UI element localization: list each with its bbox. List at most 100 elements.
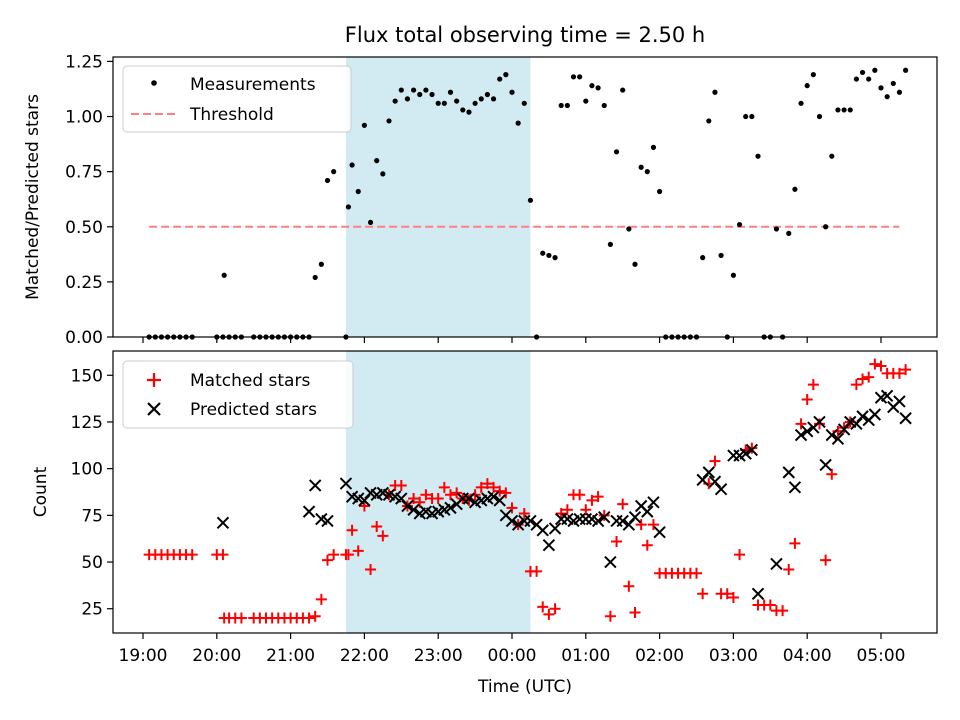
- y-tick-label: 150: [71, 366, 103, 386]
- measurement-point: [398, 87, 404, 93]
- predicted-star-point: [321, 514, 334, 528]
- predicted-star-point: [511, 518, 525, 531]
- measurement-point: [626, 226, 632, 232]
- measurement-point: [712, 89, 718, 95]
- matched-star-point: [641, 539, 653, 551]
- matched-star-point: [629, 606, 641, 618]
- matched-star-point: [592, 491, 604, 503]
- matched-star-point: [488, 481, 500, 493]
- predicted-star-point: [880, 389, 894, 403]
- matched-star-point: [531, 565, 543, 577]
- matched-star-point: [342, 549, 354, 561]
- predicted-star-point: [493, 494, 506, 507]
- legend-matched-marker: [147, 373, 161, 387]
- y-tick-label: 0.50: [65, 218, 103, 238]
- predicted-star-point: [616, 514, 629, 528]
- predicted-star-point: [339, 477, 353, 490]
- bottom-matched-layer: [143, 358, 912, 624]
- predicted-star-point: [524, 514, 537, 528]
- matched-star-point: [322, 554, 333, 566]
- x-tick-label: 21:00: [266, 646, 315, 666]
- measurement-point: [700, 255, 706, 261]
- measurement-point: [484, 91, 490, 98]
- x-tick-label: 00:00: [488, 646, 537, 666]
- measurement-point: [749, 113, 755, 120]
- measurement-point: [404, 96, 411, 102]
- measurement-point: [558, 102, 564, 109]
- measurement-point: [804, 83, 810, 89]
- matched-star-point: [451, 487, 463, 499]
- predicted-star-point: [302, 505, 316, 518]
- matched-star-point: [518, 507, 530, 519]
- measurement-point: [552, 255, 558, 261]
- measurement-point: [472, 100, 478, 106]
- matched-star-point: [709, 455, 721, 467]
- matched-star-point: [777, 605, 789, 617]
- predicted-star-point: [308, 479, 322, 492]
- legend-measurements-label: Measurements: [190, 75, 316, 95]
- matched-star-point: [371, 521, 383, 533]
- legend-measurements-marker: [151, 80, 157, 86]
- measurement-point: [792, 186, 798, 192]
- x-tick-label: 04:00: [783, 646, 832, 666]
- y-tick-label: 0.75: [65, 163, 103, 183]
- measurement-point: [515, 120, 521, 126]
- bottom-legend-box: [122, 360, 354, 429]
- predicted-star-point: [604, 555, 617, 569]
- matched-star-point: [764, 599, 776, 611]
- predicted-star-point: [782, 466, 795, 479]
- matched-star-point: [315, 593, 327, 605]
- matched-star-point: [875, 360, 887, 372]
- predicted-star-point: [536, 524, 549, 537]
- matched-star-point: [303, 612, 315, 624]
- matched-star-point: [850, 379, 862, 391]
- top-plot-frame: [112, 56, 938, 338]
- matched-star-point: [445, 489, 456, 501]
- matched-star-point: [500, 487, 512, 499]
- measurement-point: [221, 272, 227, 278]
- measurement-point: [478, 96, 484, 102]
- predicted-star-point: [813, 415, 826, 429]
- measurement-point: [878, 85, 884, 91]
- measurement-point: [527, 197, 534, 203]
- predicted-star-point: [641, 505, 654, 518]
- measurement-point: [872, 67, 878, 73]
- matched-star-point: [235, 612, 247, 624]
- matched-star-point: [580, 504, 592, 516]
- top-y-axis: 0.00 0.25 0.50 0.75 1.00 1.25: [65, 52, 113, 348]
- predicted-star-point: [462, 492, 476, 505]
- matched-star-point: [611, 535, 623, 547]
- measurement-point: [386, 118, 392, 124]
- measurement-point: [331, 169, 337, 175]
- matched-star-point: [561, 504, 573, 516]
- predicted-star-point: [591, 514, 605, 528]
- measurement-point: [866, 76, 872, 82]
- measurement-point: [650, 144, 657, 150]
- legend-predicted-marker: [147, 402, 161, 416]
- measurement-point: [429, 91, 435, 98]
- y-tick-label: 125: [71, 413, 103, 433]
- y-tick-label: 0.00: [65, 328, 103, 348]
- matched-star-point: [549, 603, 561, 615]
- measurement-point: [345, 204, 352, 210]
- measurement-point: [810, 72, 816, 78]
- predicted-star-point: [899, 412, 912, 425]
- bottom-y-axis-label: Count: [31, 466, 51, 517]
- matched-star-point: [186, 549, 198, 561]
- measurement-point: [454, 98, 460, 104]
- bottom-legend: Matched stars Predicted stars: [122, 360, 354, 429]
- matched-star-point: [604, 610, 616, 622]
- bottom-predicted-layer: [216, 389, 912, 600]
- matched-star-point: [801, 394, 813, 406]
- predicted-star-point: [788, 481, 802, 494]
- measurement-point: [755, 153, 761, 159]
- measurement-point: [509, 89, 515, 95]
- predicted-star-point: [770, 557, 783, 571]
- matched-star-point: [807, 379, 819, 391]
- matched-star-point: [586, 494, 598, 506]
- predicted-star-point: [800, 425, 814, 438]
- measurement-point: [460, 107, 466, 113]
- matched-star-point: [475, 481, 487, 493]
- measurement-point: [374, 158, 380, 164]
- matched-star-point: [893, 367, 905, 379]
